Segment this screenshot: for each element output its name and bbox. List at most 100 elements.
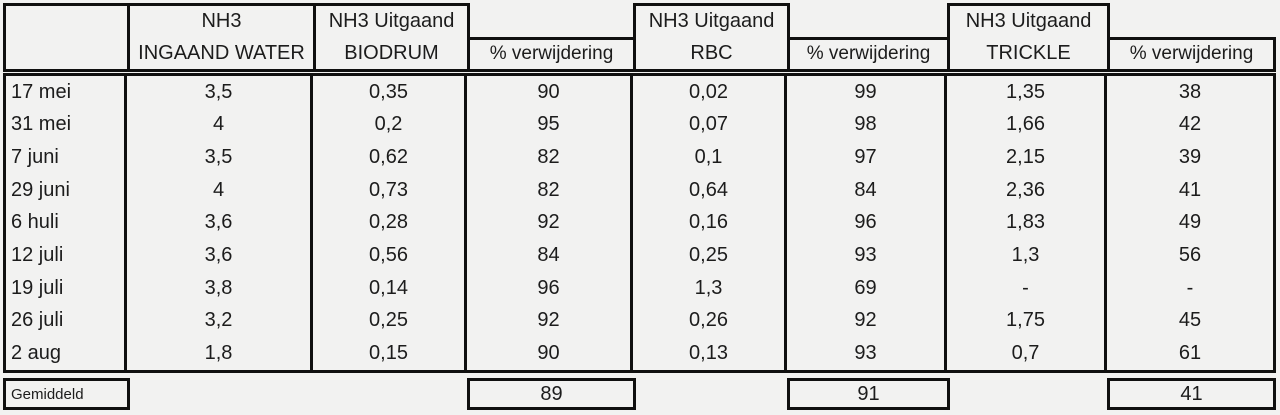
cell-pct_verwijdering_trickle: 39 [1178,146,1202,169]
cell-nh3_ingaand_water: 4 [127,108,313,142]
summary-value: 41 [1180,382,1203,405]
header-pct-verwijdering-trickle: % verwijdering [1107,37,1276,72]
cell-nh3_ingaand_water: 3,5 [127,141,313,174]
cell-nh3_ingaand_water: 1,8 [127,337,313,370]
header-label: % verwijdering [489,43,614,65]
cell-nh3_uitgaand_rbc: 0,25 [633,239,787,272]
date-cell: 31 mei [6,108,127,142]
cell-nh3_uitgaand_biodrum: 0,56 [313,239,467,272]
cell-nh3_uitgaand_biodrum: 0,73 [313,174,467,207]
cell-nh3_uitgaand_rbc: 0,07 [633,108,787,142]
cell-nh3_uitgaand_trickle: 2,15 [947,141,1107,174]
cell-pct_verwijdering_biodrum: 96 [467,272,633,305]
header-line-2: RBC [690,42,733,64]
cell-nh3_uitgaand_biodrum: 0,28 [313,206,467,240]
header-line-1: NH3 [201,10,242,32]
cell-pct_verwijdering_biodrum: 92 [467,304,633,338]
header-label: % verwijdering [806,43,931,65]
cell-pct_verwijdering_trickle: - [1186,276,1194,299]
cell-nh3_uitgaand_rbc: 0,26 [633,304,787,338]
cell-nh3_ingaand_water: 3,6 [127,206,313,240]
header-nh3-uitgaand-rbc: NH3 Uitgaand RBC [633,3,790,72]
cell-nh3_uitgaand_rbc: 1,3 [633,272,787,305]
cell-pct_verwijdering_rbc: 97 [787,141,947,174]
cell-nh3_uitgaand_trickle: - [947,272,1107,305]
cell-nh3_uitgaand_biodrum: 0,62 [313,141,467,174]
cell-pct_verwijdering_biodrum: 84 [467,239,633,272]
summary-pct-verwijdering-rbc: 91 [787,378,950,410]
cell-pct_verwijdering_biodrum: 82 [467,141,633,174]
cell-nh3_ingaand_water: 3,2 [127,304,313,338]
cell-pct_verwijdering_trickle: 42 [1178,113,1202,136]
cell-pct_verwijdering_trickle: 61 [1178,342,1202,365]
cell-pct_verwijdering_trickle: 38 [1178,80,1202,103]
summary-value: 91 [857,382,880,405]
data-block: 17 mei 3,5 0,35 90 0,02 99 1,35 38 31 mei 4 0,2 95 0… [3,73,1276,373]
summary-value: 89 [540,382,563,405]
header-line-2: BIODRUM [344,42,439,64]
cell-pct_verwijdering_trickle: 56 [1178,244,1202,267]
cell-nh3_uitgaand_rbc: 0,16 [633,206,787,240]
header-line-2: TRICKLE [986,42,1071,64]
cell-nh3_uitgaand_rbc: 0,1 [633,141,787,174]
cell-pct_verwijdering_rbc: 99 [787,76,947,109]
cell-pct_verwijdering_trickle: 49 [1178,211,1202,234]
cell-pct_verwijdering_trickle: 41 [1178,178,1202,201]
cell-pct_verwijdering_biodrum: 92 [467,206,633,240]
nh3-removal-table: NH3 INGAAND WATER NH3 Uitgaand BIODRUM %… [3,3,1276,412]
date-cell: 6 huli [6,206,127,240]
cell-pct_verwijdering_rbc: 93 [787,239,947,272]
cell-pct_verwijdering_biodrum: 90 [467,76,633,109]
cell-nh3_uitgaand_trickle: 1,83 [947,206,1107,240]
header-pct-verwijdering-rbc: % verwijdering [787,37,950,72]
cell-nh3_ingaand_water: 3,8 [127,272,313,305]
header-nh3-ingaand-water: NH3 INGAAND WATER [127,3,316,72]
data-grid: 17 mei 3,5 0,35 90 0,02 99 1,35 38 31 mei 4 0,2 95 0… [6,76,1273,370]
cell-nh3_uitgaand_trickle: 1,35 [947,76,1107,109]
cell-nh3_ingaand_water: 4 [127,174,313,207]
header-line-2: INGAAND WATER [138,42,305,64]
cell-nh3_uitgaand_biodrum: 0,14 [313,272,467,305]
cell-nh3_uitgaand_trickle: 0,7 [947,337,1107,370]
cell-pct_verwijdering_rbc: 92 [787,304,947,338]
cell-nh3_uitgaand_biodrum: 0,35 [313,76,467,109]
date-cell: 19 juli [6,272,127,305]
cell-nh3_ingaand_water: 3,5 [127,76,313,109]
date-cell: 2 aug [6,337,127,370]
date-cell: 29 juni [6,174,127,207]
header-nh3-uitgaand-trickle: NH3 Uitgaand TRICKLE [947,3,1110,72]
cell-nh3_ingaand_water: 3,6 [127,239,313,272]
summary-label-box: Gemiddeld [3,378,130,410]
header-line-1: NH3 Uitgaand [328,10,455,32]
summary-pct-verwijdering-trickle: 41 [1107,378,1276,410]
cell-pct_verwijdering_biodrum: 90 [467,337,633,370]
cell-pct_verwijdering_biodrum: 95 [467,108,633,142]
cell-pct_verwijdering_rbc: 96 [787,206,947,240]
date-cell: 17 mei [6,76,127,109]
date-cell: 12 juli [6,239,127,272]
cell-pct_verwijdering_rbc: 93 [787,337,947,370]
header-line-1: NH3 Uitgaand [648,10,775,32]
cell-pct_verwijdering_rbc: 69 [787,272,947,305]
header-pct-verwijdering-biodrum: % verwijdering [467,37,636,72]
summary-label: Gemiddeld [11,385,84,403]
cell-nh3_uitgaand_biodrum: 0,15 [313,337,467,370]
cell-nh3_uitgaand_biodrum: 0,2 [313,108,467,142]
cell-nh3_uitgaand_trickle: 1,66 [947,108,1107,142]
cell-pct_verwijdering_rbc: 98 [787,108,947,142]
header-date-empty-cell [3,3,130,72]
summary-pct-verwijdering-biodrum: 89 [467,378,636,410]
cell-nh3_uitgaand_trickle: 1,75 [947,304,1107,338]
cell-nh3_uitgaand_rbc: 0,13 [633,337,787,370]
date-cell: 7 juni [6,141,127,174]
header-nh3-uitgaand-biodrum: NH3 Uitgaand BIODRUM [313,3,470,72]
cell-pct_verwijdering_biodrum: 82 [467,174,633,207]
cell-nh3_uitgaand_biodrum: 0,25 [313,304,467,338]
cell-nh3_uitgaand_trickle: 2,36 [947,174,1107,207]
cell-nh3_uitgaand_rbc: 0,02 [633,76,787,109]
header-line-1: NH3 Uitgaand [965,10,1092,32]
header-label: % verwijdering [1129,43,1254,65]
date-cell: 26 juli [6,304,127,338]
cell-pct_verwijdering_rbc: 84 [787,174,947,207]
cell-nh3_uitgaand_rbc: 0,64 [633,174,787,207]
